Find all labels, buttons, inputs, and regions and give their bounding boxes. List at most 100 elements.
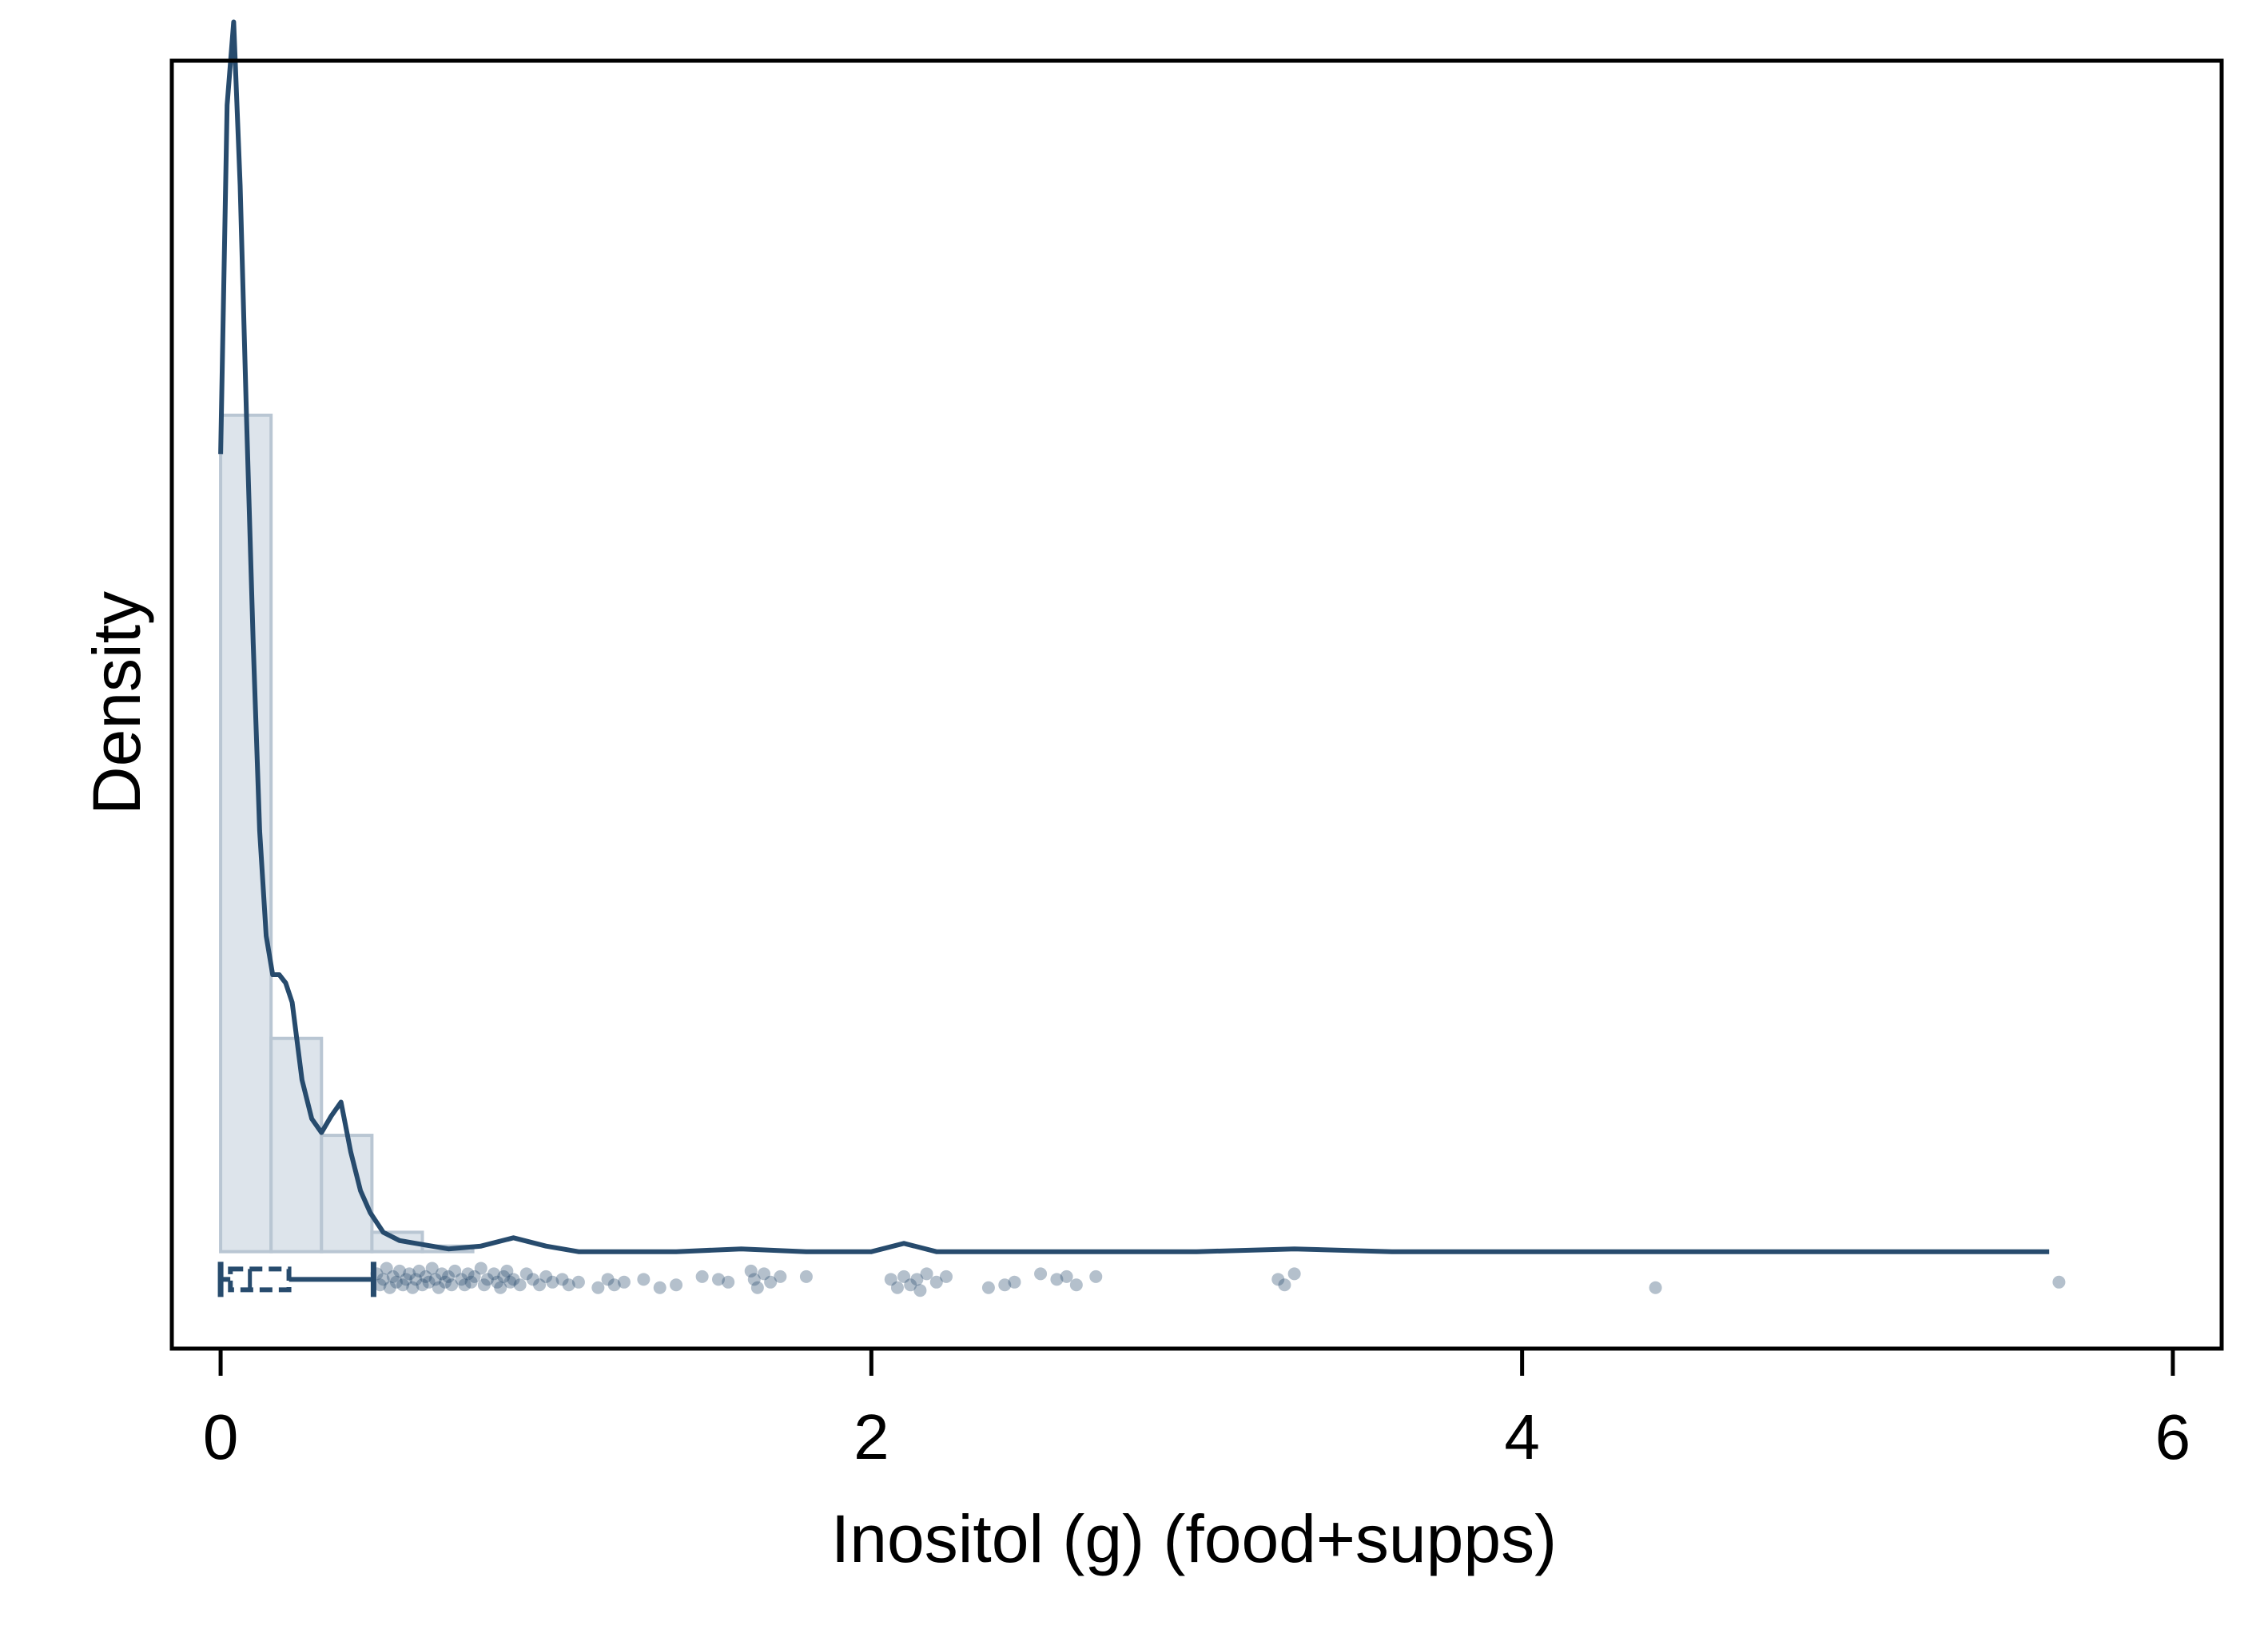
outlier-point-5 (386, 1270, 400, 1283)
outlier-point-56 (695, 1270, 709, 1283)
outlier-point-58 (722, 1275, 735, 1289)
outlier-point-32 (480, 1273, 494, 1286)
outlier-point-10 (403, 1267, 416, 1281)
outlier-point-50 (601, 1273, 615, 1286)
outlier-point-80 (1060, 1270, 1073, 1283)
outlier-point-74 (940, 1270, 953, 1283)
x-tick-label-0: 0 (203, 1401, 239, 1472)
outlier-point-70 (910, 1273, 924, 1286)
outlier-point-13 (412, 1264, 426, 1277)
outlier-point-44 (539, 1270, 553, 1283)
outlier-point-21 (439, 1275, 452, 1289)
outlier-point-79 (1050, 1273, 1064, 1286)
outlier-point-19 (432, 1281, 445, 1294)
outlier-point-57 (712, 1273, 725, 1286)
outlier-point-45 (546, 1275, 559, 1289)
outlier-point-73 (929, 1275, 943, 1289)
outlier-point-61 (750, 1281, 764, 1294)
histogram-bar-0 (219, 413, 273, 1254)
outlier-point-84 (1278, 1278, 1291, 1292)
outlier-point-27 (461, 1267, 475, 1281)
outlier-point-64 (774, 1270, 787, 1283)
outlier-point-63 (764, 1275, 778, 1289)
outlier-point-82 (1089, 1270, 1103, 1283)
outlier-point-68 (897, 1270, 911, 1283)
outlier-point-24 (448, 1264, 462, 1277)
x-tick-label-3: 6 (2155, 1401, 2191, 1472)
x-tick-label-1: 2 (853, 1401, 889, 1472)
outlier-point-11 (406, 1281, 420, 1294)
outlier-point-1 (373, 1278, 387, 1292)
outlier-point-65 (799, 1270, 813, 1283)
outlier-point-77 (1008, 1275, 1021, 1289)
outlier-point-3 (380, 1262, 393, 1275)
outlier-point-39 (507, 1273, 520, 1286)
outlier-point-0 (370, 1267, 384, 1281)
outlier-point-66 (884, 1273, 897, 1286)
outlier-point-81 (1069, 1278, 1083, 1292)
outlier-point-78 (1034, 1267, 1048, 1281)
outlier-point-35 (494, 1281, 507, 1294)
outlier-point-28 (464, 1275, 478, 1289)
outlier-point-33 (487, 1267, 501, 1281)
outlier-point-29 (468, 1270, 481, 1283)
outlier-point-62 (758, 1267, 770, 1281)
outlier-point-6 (389, 1275, 403, 1289)
outlier-point-76 (998, 1278, 1012, 1292)
outlier-point-14 (416, 1278, 429, 1292)
outlier-point-46 (555, 1273, 569, 1286)
outlier-point-85 (1287, 1267, 1301, 1281)
outlier-point-9 (400, 1273, 413, 1286)
outlier-point-51 (607, 1278, 621, 1292)
outlier-point-71 (913, 1284, 927, 1297)
outlier-point-22 (442, 1270, 456, 1283)
density-curve-group (218, 19, 2050, 1254)
boxplot (217, 1262, 376, 1297)
outlier-point-18 (428, 1273, 442, 1286)
outlier-point-30 (474, 1262, 487, 1275)
outlier-point-42 (526, 1273, 539, 1286)
outlier-point-12 (409, 1273, 423, 1286)
x-axis-label: Inositol (g) (food+supps) (831, 1501, 1557, 1576)
outlier-point-8 (396, 1278, 410, 1292)
outlier-point-52 (617, 1275, 631, 1289)
outlier-point-31 (477, 1278, 491, 1292)
outlier-point-53 (637, 1273, 651, 1286)
outlier-point-7 (393, 1264, 406, 1277)
outlier-point-59 (744, 1264, 758, 1277)
outlier-point-47 (562, 1278, 575, 1292)
outlier-point-15 (419, 1270, 432, 1283)
outlier-point-49 (591, 1281, 605, 1294)
outlier-points (370, 1262, 2066, 1297)
outlier-point-20 (435, 1267, 448, 1281)
outlier-point-38 (503, 1275, 517, 1289)
outlier-point-2 (376, 1273, 390, 1286)
x-axis-ticks: 0 2 4 6 (203, 1349, 2190, 1472)
outlier-point-72 (920, 1267, 933, 1281)
outlier-point-26 (458, 1278, 472, 1292)
outlier-point-54 (653, 1281, 666, 1294)
outlier-point-34 (491, 1275, 504, 1289)
outlier-point-40 (513, 1278, 527, 1292)
histogram-bar-2 (320, 1134, 374, 1254)
boxplot-box (228, 1266, 292, 1293)
outlier-point-60 (747, 1273, 761, 1286)
y-axis-label: Density (79, 591, 154, 815)
density-curve (218, 19, 2050, 1254)
outlier-point-86 (1649, 1281, 1662, 1294)
outlier-point-83 (1271, 1273, 1285, 1286)
outlier-point-4 (383, 1281, 396, 1294)
outlier-point-25 (455, 1273, 468, 1286)
plot-frame (169, 58, 2224, 1351)
outlier-point-67 (890, 1281, 904, 1294)
outlier-point-41 (519, 1267, 533, 1281)
outlier-point-43 (533, 1278, 547, 1292)
outlier-point-37 (500, 1264, 514, 1277)
outlier-point-48 (571, 1275, 585, 1289)
x-tick-label-2: 4 (1504, 1401, 1540, 1472)
outlier-point-55 (670, 1278, 683, 1292)
outlier-point-75 (981, 1281, 995, 1294)
outlier-point-23 (445, 1278, 459, 1292)
